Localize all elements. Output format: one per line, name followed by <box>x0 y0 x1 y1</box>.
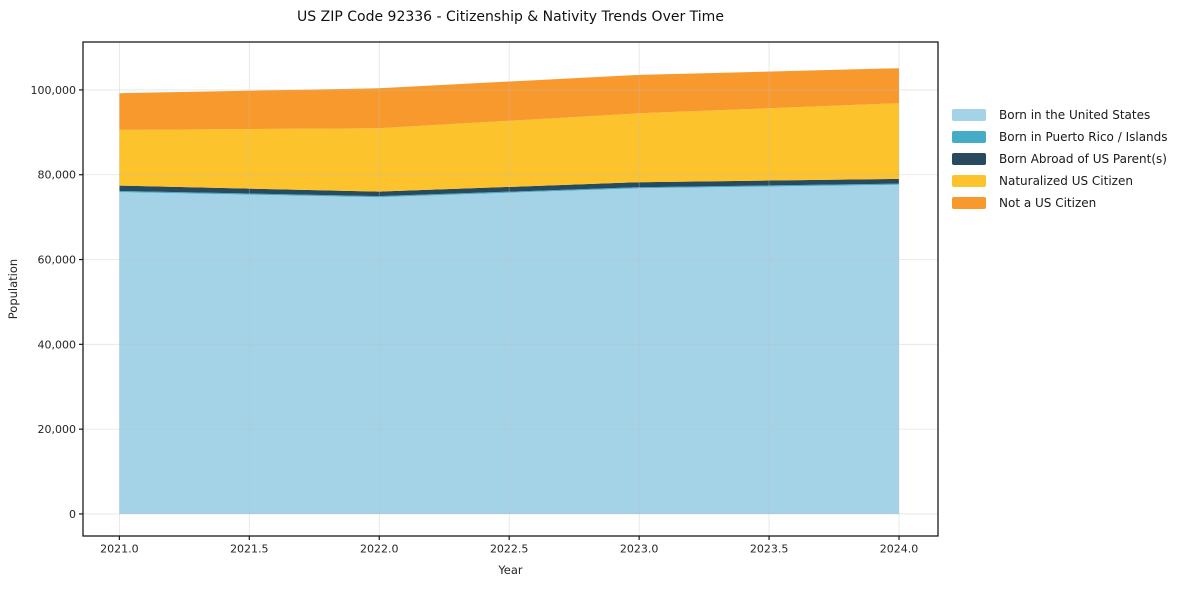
x-tick-label: 2023.5 <box>750 543 789 556</box>
area-born-in-puerto-rico-islands <box>119 183 899 198</box>
area-naturalized-us-citizen <box>119 103 899 192</box>
y-tick-label: 80,000 <box>38 169 77 182</box>
legend-label: Naturalized US Citizen <box>999 174 1133 188</box>
legend-item-born-in-the-united-states: Born in the United States <box>952 104 1168 126</box>
x-tick-label: 2023.0 <box>620 543 659 556</box>
legend-label: Born in the United States <box>999 108 1151 122</box>
plot-border <box>82 41 939 537</box>
legend-item-born-in-puerto-rico-islands: Born in Puerto Rico / Islands <box>952 126 1168 148</box>
area-born-in-the-united-states <box>119 184 899 514</box>
legend-label: Born Abroad of US Parent(s) <box>999 152 1167 166</box>
area-not-a-us-citizen <box>119 68 899 130</box>
x-tick-label: 2022.0 <box>360 543 399 556</box>
legend-swatch <box>952 131 986 143</box>
legend-label: Not a US Citizen <box>999 196 1097 210</box>
y-tick-label: 40,000 <box>38 338 77 351</box>
legend-item-not-a-us-citizen: Not a US Citizen <box>952 192 1168 214</box>
legend-swatch <box>952 153 986 165</box>
x-tick-label: 2021.5 <box>230 543 269 556</box>
legend-swatch <box>952 197 986 209</box>
y-tick-label: 20,000 <box>38 423 77 436</box>
legend-swatch <box>952 109 986 121</box>
y-axis-label: Population <box>6 258 20 320</box>
legend-item-naturalized-us-citizen: Naturalized US Citizen <box>952 170 1168 192</box>
x-axis-label: Year <box>498 563 523 577</box>
y-tick-label: 100,000 <box>31 84 77 97</box>
area-born-abroad-of-us-parent-s <box>119 178 899 197</box>
x-tick-label: 2021.0 <box>100 543 139 556</box>
legend-item-born-abroad-of-us-parent-s: Born Abroad of US Parent(s) <box>952 148 1168 170</box>
legend: Born in the United States Born in Puerto … <box>952 104 1168 214</box>
y-tick-label: 0 <box>69 508 76 521</box>
chart-title: US ZIP Code 92336 - Citizenship & Nativi… <box>297 9 724 25</box>
legend-swatch <box>952 175 986 187</box>
y-tick-label: 60,000 <box>38 254 77 267</box>
legend-label: Born in Puerto Rico / Islands <box>999 130 1168 144</box>
x-tick-label: 2022.5 <box>490 543 529 556</box>
x-tick-label: 2024.0 <box>880 543 919 556</box>
